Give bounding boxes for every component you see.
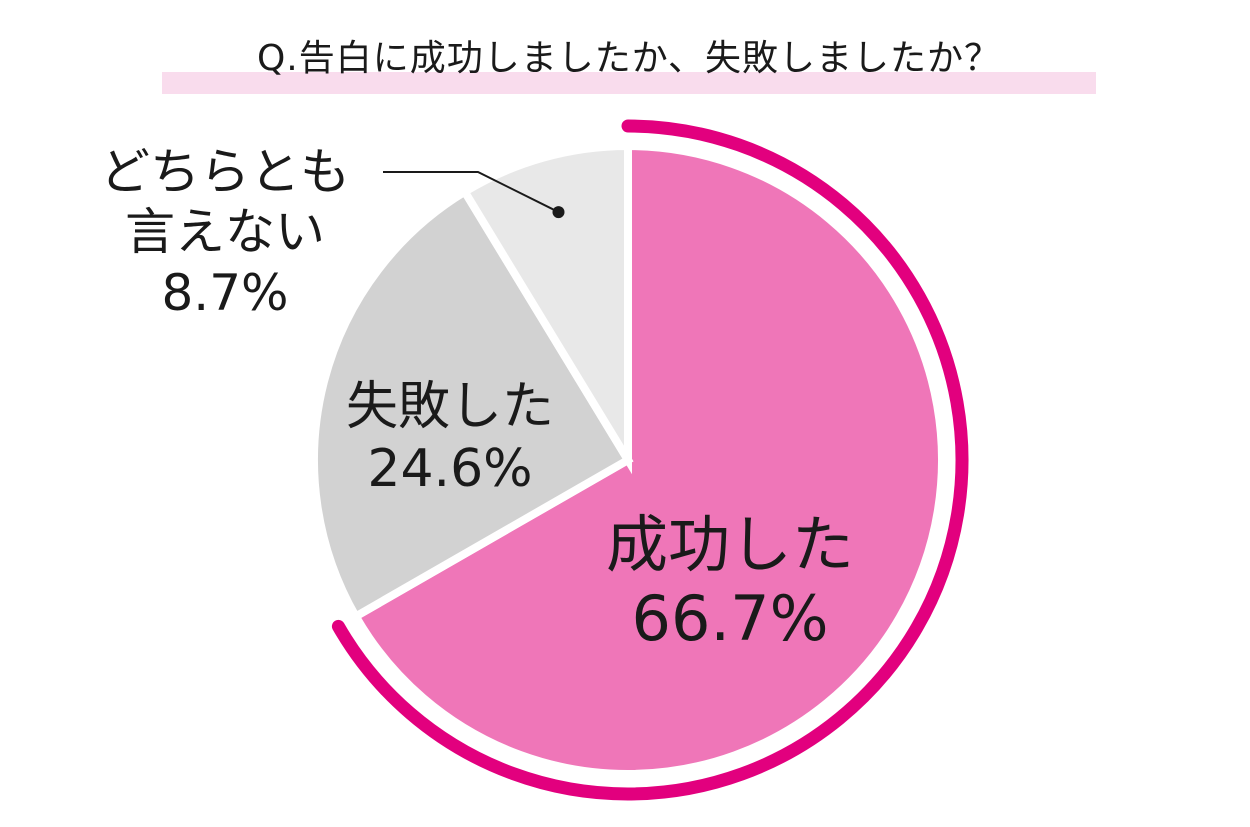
slice-category-failure: 失敗した [345,377,554,437]
leader-dot-neither [552,206,565,219]
slice-label-neither: どちらとも 言えない 8.7% [70,142,380,324]
slice-category-neither-line2: 言えない [125,203,325,261]
slice-neither [459,141,632,475]
leader-line-neither [383,171,559,213]
slice-label-success: 成功した 66.7% [560,508,900,656]
slice-failure [310,186,634,622]
slice-value-failure: 24.6% [367,439,533,499]
slice-value-success: 66.7% [631,582,829,655]
slice-category-success: 成功した [605,508,854,581]
slice-success [350,141,946,778]
chart-title: Q.告白に成功しましたか、失敗しましたか？ [256,38,1002,79]
title-underline [162,72,1096,94]
slice-label-failure: 失敗した 24.6% [300,376,600,500]
slice-value-neither: 8.7% [161,264,289,322]
slice-category-neither-line1: どちらとも [100,143,350,201]
slice-success-highlight-ring [331,119,969,801]
